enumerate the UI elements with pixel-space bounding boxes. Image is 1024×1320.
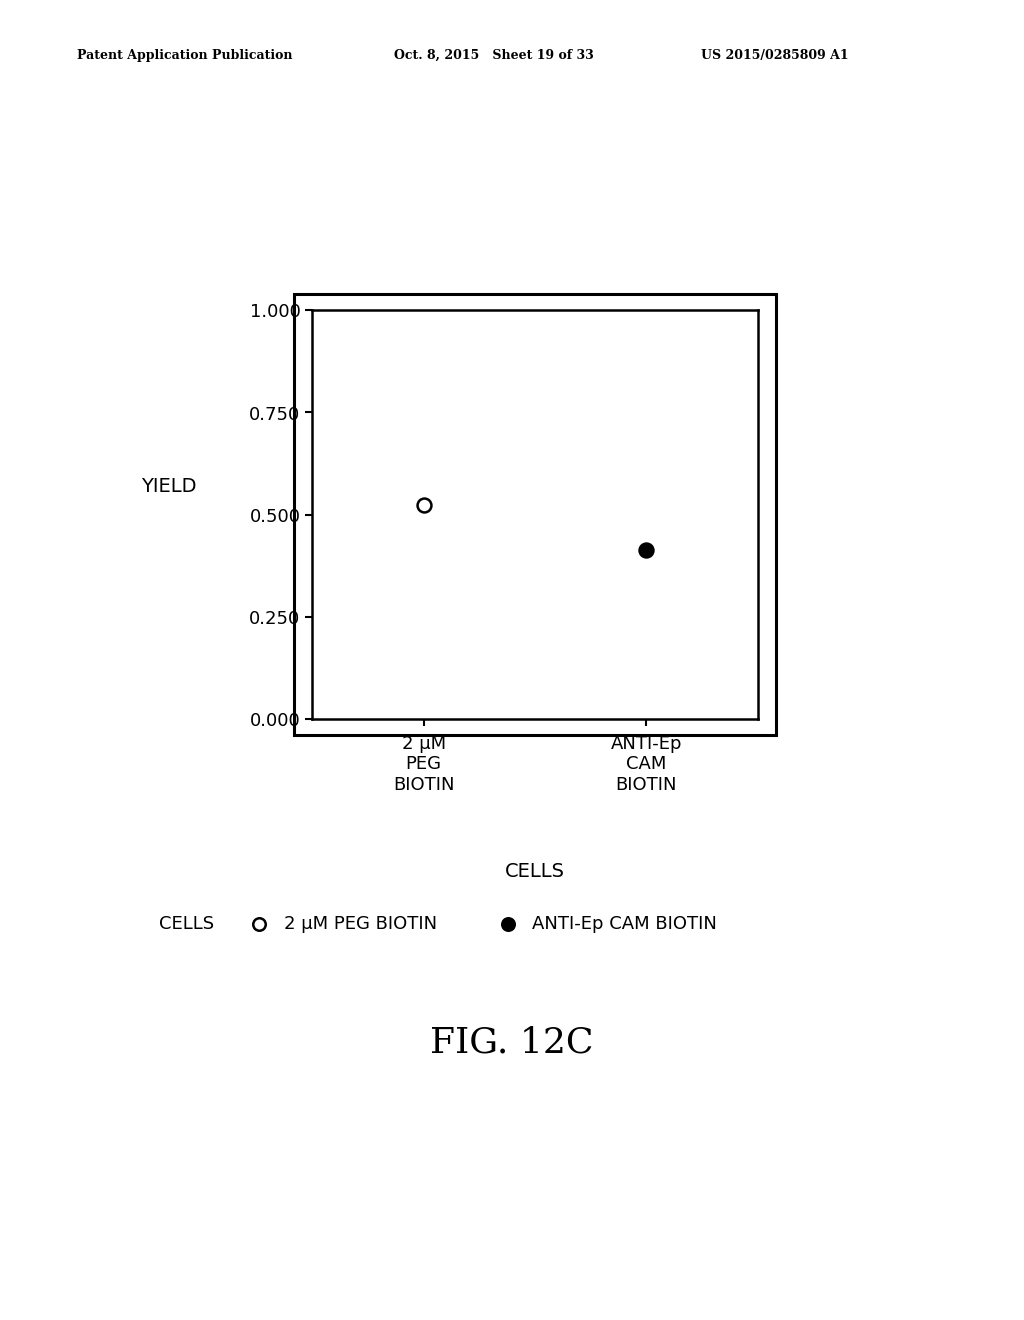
Text: Patent Application Publication: Patent Application Publication [77,49,292,62]
Text: Oct. 8, 2015   Sheet 19 of 33: Oct. 8, 2015 Sheet 19 of 33 [394,49,594,62]
Text: YIELD: YIELD [141,477,197,495]
Text: CELLS: CELLS [159,915,214,933]
Text: US 2015/0285809 A1: US 2015/0285809 A1 [701,49,849,62]
Text: ANTI-Ep CAM BIOTIN: ANTI-Ep CAM BIOTIN [532,915,718,933]
Text: 2 μM PEG BIOTIN: 2 μM PEG BIOTIN [284,915,437,933]
Text: FIG. 12C: FIG. 12C [430,1026,594,1060]
Text: CELLS: CELLS [505,862,565,880]
